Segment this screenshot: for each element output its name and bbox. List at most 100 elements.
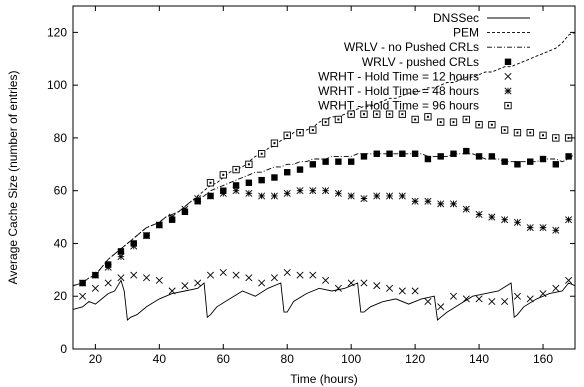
y-axis-label: Average Cache Size (number of entries) — [6, 71, 20, 285]
data-point — [424, 113, 432, 121]
data-point — [117, 248, 125, 255]
data-point — [437, 200, 445, 208]
data-point — [488, 213, 496, 221]
data-point — [117, 253, 125, 261]
series-wrht-hold-time-12-hours — [79, 268, 573, 311]
y-tick-label: 80 — [54, 131, 68, 145]
y-tick-label: 40 — [54, 236, 68, 250]
legend-label: WRHT - Hold Time = 48 hours — [318, 84, 479, 98]
data-point — [155, 221, 163, 229]
data-point — [526, 224, 534, 232]
series-wrht-hold-time-48-hours — [79, 187, 573, 287]
data-point — [513, 128, 522, 137]
data-point — [437, 153, 444, 160]
data-point — [309, 271, 317, 279]
data-point — [449, 200, 458, 208]
data-point — [335, 158, 342, 165]
data-point — [501, 158, 508, 165]
data-point — [411, 197, 419, 205]
data-point — [232, 271, 240, 279]
data-point — [309, 187, 317, 195]
data-point — [449, 292, 458, 300]
data-point — [155, 276, 163, 284]
series-wrlv-no-pushed-crls — [72, 153, 576, 287]
y-tick-label: 0 — [60, 342, 67, 356]
data-point — [552, 161, 560, 168]
series-wrht-hold-time-96-hours — [206, 110, 573, 187]
data-point — [79, 279, 87, 287]
data-point — [257, 150, 266, 158]
x-tick-label: 100 — [341, 352, 361, 366]
legend-label: PEM — [453, 26, 479, 40]
data-point — [206, 271, 215, 279]
data-point — [437, 118, 445, 126]
data-point — [117, 274, 125, 282]
data-point — [334, 284, 342, 292]
legend-label: WRHT - Hold Time = 12 hours — [318, 69, 479, 83]
data-point — [539, 224, 547, 232]
data-point — [309, 161, 317, 168]
data-point — [539, 290, 547, 298]
data-point — [475, 121, 483, 129]
data-point — [283, 131, 291, 139]
data-point — [488, 153, 496, 160]
y-tick-label: 20 — [54, 289, 68, 303]
data-point — [181, 282, 189, 290]
data-point — [539, 131, 547, 139]
data-point — [347, 192, 355, 200]
y-tick-label: 120 — [47, 25, 67, 39]
data-point — [206, 192, 215, 200]
data-point — [360, 195, 368, 203]
data-point — [475, 153, 483, 160]
data-point — [321, 118, 330, 126]
data-point — [271, 174, 278, 181]
data-point — [501, 216, 509, 224]
data-point — [373, 192, 381, 200]
data-point — [398, 110, 406, 118]
legend-swatch — [504, 58, 512, 65]
data-point — [552, 284, 560, 292]
data-point — [437, 303, 445, 311]
data-point — [501, 297, 509, 306]
data-point — [411, 115, 419, 124]
data-point — [270, 192, 278, 200]
data-point — [296, 187, 304, 195]
data-point — [501, 126, 509, 134]
data-point — [424, 155, 432, 163]
data-point — [296, 166, 304, 173]
data-point — [284, 169, 291, 176]
data-point — [322, 158, 329, 165]
data-point — [309, 126, 317, 134]
data-point — [219, 268, 227, 277]
data-point — [360, 153, 368, 160]
data-point — [232, 165, 240, 174]
data-point — [258, 279, 266, 287]
data-point — [398, 192, 406, 200]
data-point — [296, 128, 304, 137]
data-point — [296, 271, 304, 279]
data-point — [181, 205, 189, 213]
data-point — [91, 271, 99, 279]
data-point — [385, 110, 394, 118]
data-point — [424, 297, 432, 306]
series-dnssec — [72, 279, 576, 321]
data-point — [527, 158, 534, 165]
data-point — [219, 171, 227, 179]
data-point — [283, 189, 291, 197]
data-point — [143, 232, 151, 240]
data-point — [194, 195, 202, 203]
data-point — [552, 226, 560, 234]
x-tick-label: 60 — [217, 352, 231, 366]
data-point — [386, 192, 394, 200]
data-point — [526, 128, 534, 137]
data-point — [373, 282, 381, 290]
plot-frame — [72, 5, 576, 350]
data-point — [91, 284, 99, 292]
data-point — [283, 268, 291, 277]
data-point — [245, 160, 253, 168]
data-point — [130, 271, 138, 279]
data-point — [104, 279, 112, 287]
data-point — [168, 213, 176, 221]
